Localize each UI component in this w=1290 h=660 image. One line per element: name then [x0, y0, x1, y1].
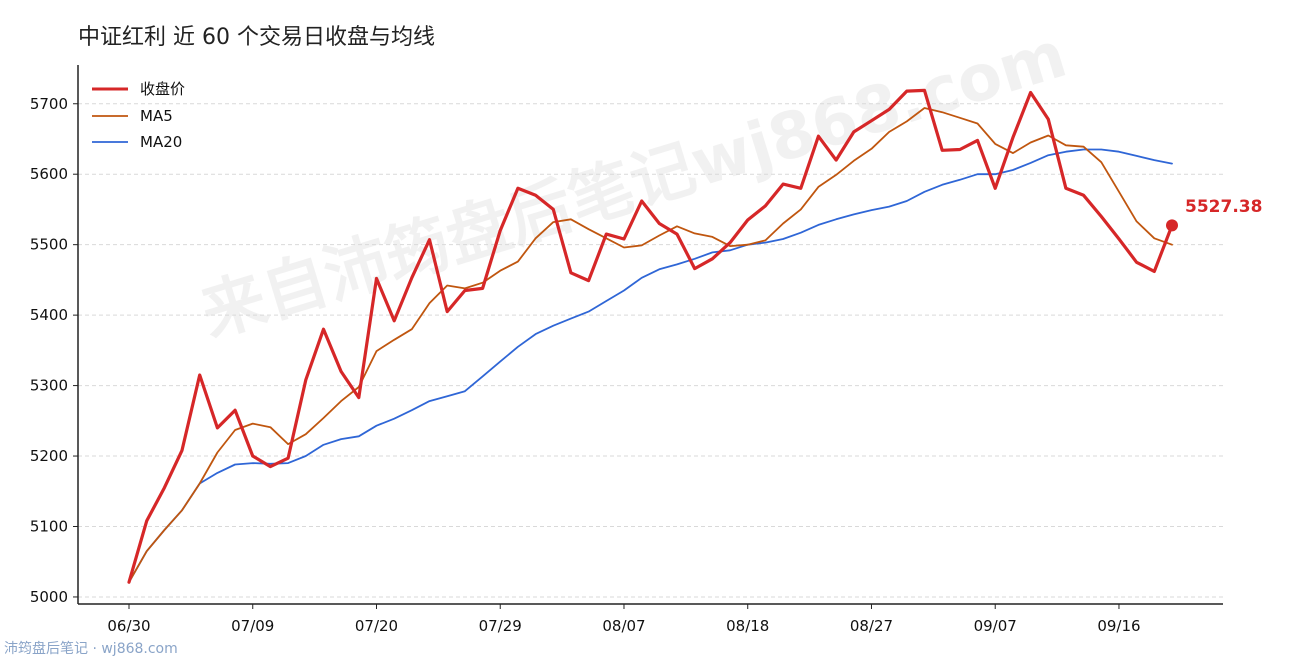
legend: 收盘价 MA5 MA20: [92, 80, 185, 151]
y-tick-label: 5500: [30, 236, 68, 254]
x-tick-label: 09/07: [974, 617, 1017, 635]
series-line-ma20: [128, 148, 1173, 584]
legend-label-ma20: MA20: [140, 133, 182, 151]
x-tick-label: 07/29: [479, 617, 522, 635]
y-tick-label: 5100: [30, 517, 68, 535]
last-value-label: 5527.38: [1185, 197, 1262, 217]
x-tick-label: 06/30: [107, 617, 150, 635]
x-tick-label: 08/18: [726, 617, 769, 635]
series-lines: [127, 88, 1174, 584]
x-tick-label: 07/09: [231, 617, 274, 635]
last-point: [1166, 219, 1178, 232]
footer-credit: 沛筠盘后笔记 · wj868.com: [4, 640, 178, 657]
legend-label-close: 收盘价: [140, 80, 185, 98]
x-tick-label: 08/27: [850, 617, 893, 635]
grid: [78, 103, 1223, 598]
x-tick-label: 07/20: [355, 617, 398, 635]
x-tick-label: 08/07: [602, 617, 645, 635]
y-tick-label: 5000: [30, 588, 68, 606]
x-tick-label: 09/16: [1097, 617, 1140, 635]
y-axis-ticks: 5000 5100 5200 5300 5400 5500 5600 5700: [30, 95, 78, 606]
y-tick-label: 5700: [30, 95, 68, 113]
y-tick-label: 5200: [30, 447, 68, 465]
chart-title: 中证红利 近 60 个交易日收盘与均线: [78, 25, 435, 50]
y-tick-label: 5600: [30, 165, 68, 183]
y-tick-label: 5300: [30, 377, 68, 395]
x-axis-ticks: 06/30 07/09 07/20 07/29 08/07 08/18 08/27 09/07…: [107, 604, 1141, 635]
y-tick-label: 5400: [30, 306, 68, 324]
series-line-close: [127, 88, 1174, 584]
axes: [77, 65, 1223, 605]
series-line-ma5: [128, 107, 1173, 584]
legend-label-ma5: MA5: [140, 107, 173, 125]
last-point-marker: [1166, 219, 1178, 232]
